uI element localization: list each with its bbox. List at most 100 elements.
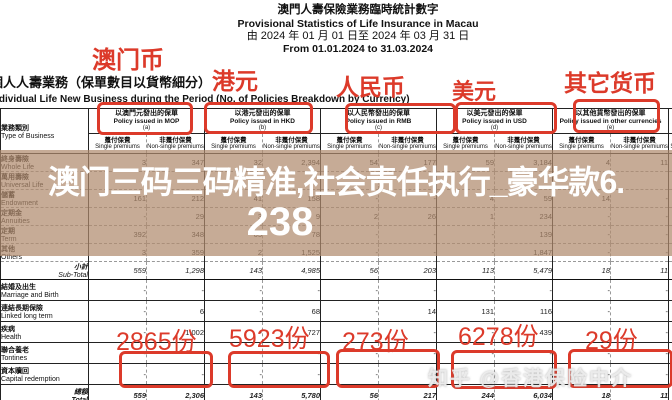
row-label: 資本贖回 Capital redemption — [0, 363, 89, 385]
subcol-single-en: Single premiums — [211, 143, 256, 150]
value-cell: 6 — [146, 300, 205, 322]
type-of-business-header: 業務類別 Type of Business — [0, 108, 89, 154]
currency-label-other: 其它货币 — [564, 70, 656, 96]
type-of-business-zh: 業務類別 — [1, 124, 30, 132]
red-box-total-hkd — [228, 351, 330, 388]
group-header-letter: (e) — [606, 125, 615, 132]
value-cell: - — [320, 279, 379, 301]
group-header-zh: 以港元發出的保單 — [234, 110, 291, 118]
row-label-zh: 總額 — [74, 389, 88, 396]
value-cell: - — [493, 363, 553, 385]
title-date-en: From 01.01.2024 to 31.03.2024 — [282, 42, 433, 55]
value-cell-partial — [668, 279, 672, 301]
group-header-en: Policy issued in other currencies — [559, 118, 662, 126]
group-header-zh: 以其他貨幣發出的保單 — [575, 110, 646, 118]
value-cell: - — [320, 363, 379, 385]
value-cell: 14 — [378, 300, 437, 322]
value-cell: - — [552, 300, 611, 322]
subcol-single-zh: 躉付保費 — [220, 136, 247, 144]
value-cell: - — [320, 321, 379, 343]
value-cell: 559 — [88, 261, 147, 280]
value-cell: 559 — [88, 384, 147, 400]
value-cell: 18 — [552, 261, 611, 280]
value-cell: 4,985 — [262, 261, 321, 280]
watermark-band — [0, 150, 672, 256]
subcol-nonsingle-zh: 非躉付保費 — [507, 136, 540, 144]
section-header-en-pre: Individual Life New Business during the … — [0, 94, 220, 105]
table-row: 資本贖回 Capital redemption - - - - - - - - - - — [0, 363, 672, 385]
value-cell: - — [610, 363, 669, 385]
subcol-nonsingle-zh: 非躉付保費 — [623, 136, 656, 144]
row-label: 連結長期保險 Linked long term — [0, 300, 89, 322]
value-cell: - — [493, 342, 553, 364]
subcol-nonsingle-zh: 非躉付保費 — [159, 136, 192, 144]
value-cell: 56 — [320, 261, 379, 280]
subcol-single-zh: 躉付保費 — [336, 136, 363, 144]
section-header-zh: 個人人壽業務（保單數目以貨幣細分） — [0, 75, 212, 90]
value-cell: 56 — [320, 384, 379, 400]
row-label-en: Sub-Total — [58, 272, 88, 279]
value-cell: - — [552, 279, 611, 301]
value-cell-partial — [668, 261, 672, 280]
value-cell: 1,002 — [146, 321, 205, 343]
table-row: 小計 Sub-Total 559 1,298 143 4,985 56 203 113 5,479… — [0, 261, 672, 280]
title-date-zh: 由 2024 年 01 月 01 日至 2024 年 03 月 31 日 — [246, 29, 470, 42]
value-cell: 727 — [262, 321, 321, 343]
value-cell: 131 — [436, 300, 495, 322]
group-header-partial — [668, 108, 672, 134]
value-cell: - — [378, 279, 437, 301]
subcol-nonsingle-en: Non-single premiums — [147, 143, 204, 150]
table-row: 疾病 Health -1,002-727- - -439- - — [0, 321, 672, 343]
value-cell: - — [204, 279, 263, 301]
value-cell: 116 — [493, 300, 553, 322]
value-cell: - — [146, 279, 205, 301]
red-box-total-rmb — [336, 349, 440, 388]
row-label: 總額Total — [0, 384, 89, 400]
value-cell: - — [610, 321, 669, 343]
subcol-single-zh: 躉付保費 — [452, 136, 479, 144]
value-cell: 113 — [436, 261, 495, 280]
title-zh: 澳門人壽保險業務臨時統計數字 — [277, 4, 439, 16]
value-cell: - — [436, 321, 495, 343]
row-label-en: Health — [1, 333, 22, 341]
value-cell-partial — [668, 300, 672, 322]
subcol-nonsingle-en: Non-single premiums — [263, 143, 320, 150]
row-label-zh: 聯合養老 — [1, 346, 30, 354]
row-label-en: Capital redemption — [1, 375, 60, 383]
group-header-zh: 以澳門元發出的保單 — [115, 110, 178, 118]
subcol-single-en: Single premiums — [95, 143, 140, 150]
value-cell: - — [88, 279, 147, 301]
section-header-en-post: Breakdown by Currency) — [288, 94, 410, 105]
section-header-en-underlined: No. of Policies — [219, 94, 289, 105]
value-cell: 5,479 — [493, 261, 553, 280]
value-cell: - — [378, 363, 437, 385]
group-header-2: 以港元發出的保單 Policy issued in HKD (b) — [204, 108, 321, 134]
subcol-single-en: Single premiums — [327, 143, 372, 150]
value-cell: - — [88, 300, 147, 322]
type-of-business-en: Type of Business — [1, 132, 55, 140]
value-cell: - — [204, 321, 263, 343]
subcol-header-row: 躉付保費 Single premiums 非躉付保費 Non-single premi… — [1, 133, 672, 154]
red-box-header-mop — [97, 102, 193, 135]
site-watermark: 知乎 @香港保险中介 — [428, 368, 634, 390]
value-cell: 18 — [552, 384, 611, 400]
count-annotation-hkd: 5923份 — [229, 325, 310, 353]
currency-label-usd: 美元 — [452, 79, 497, 104]
value-cell: 68 — [262, 300, 321, 322]
row-label-zh: 資本贖回 — [1, 367, 30, 375]
row-label-en: Others — [1, 254, 23, 261]
row-label-zh: 疾病 — [1, 325, 16, 333]
subcol-single-en: Single premiums — [443, 143, 488, 150]
row-label: 結婚及出生 Marriage and Birth — [0, 279, 89, 301]
red-box-total-mop — [119, 351, 213, 388]
value-cell: 11 — [610, 384, 669, 400]
value-cell: - — [262, 279, 321, 301]
currency-label-rmb: 人民币 — [336, 74, 405, 100]
subcol-single-4: 躉付保費 Single premiums — [436, 133, 495, 154]
currency-label-hkd: 港元 — [212, 68, 258, 94]
subcol-single-en: Single premiums — [559, 143, 604, 150]
value-cell: - — [204, 300, 263, 322]
group-header-zh: 以美元發出的保單 — [466, 110, 523, 118]
row-label-en: Marriage and Birth — [1, 291, 59, 299]
